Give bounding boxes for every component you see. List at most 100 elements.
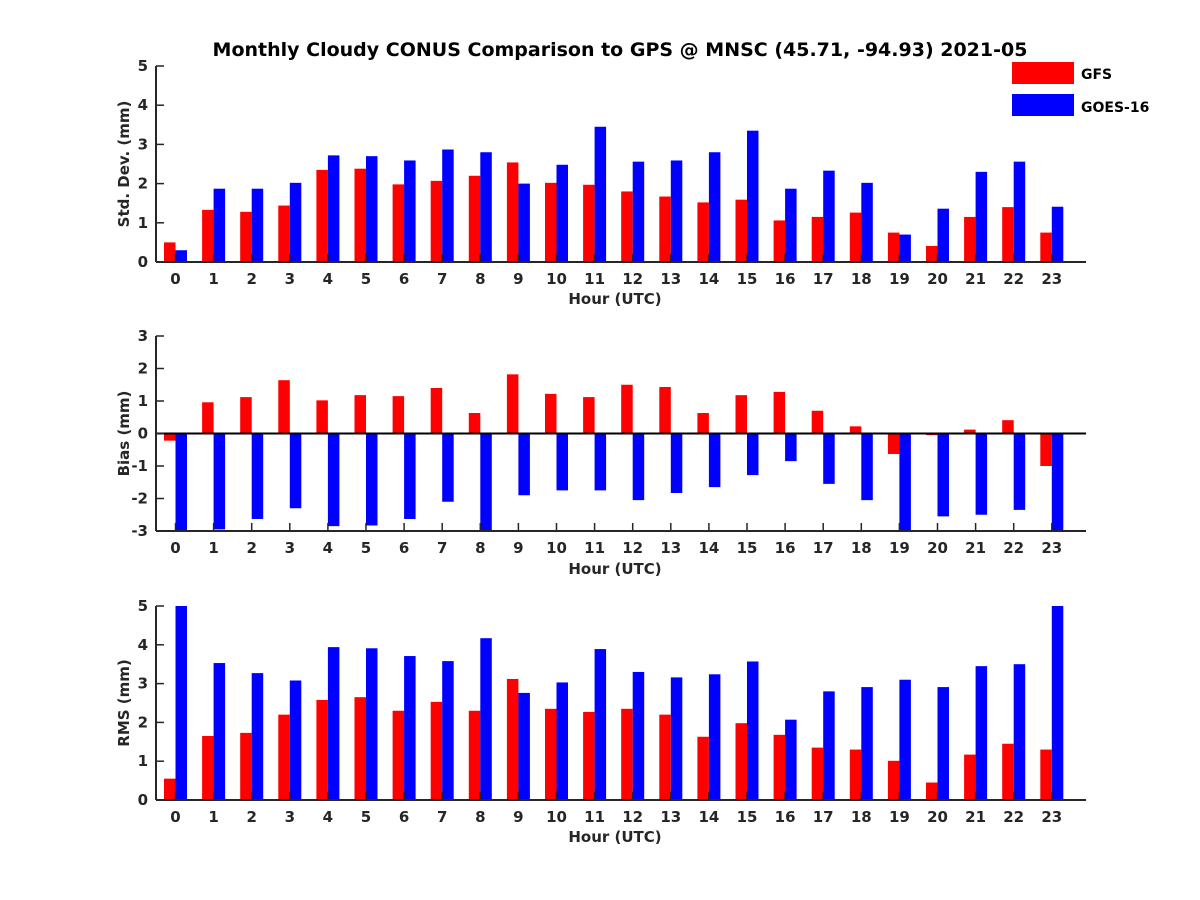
- rms-bar-gfs-h19: [887, 760, 900, 800]
- std-dev-bar-goes16-h21: [975, 171, 988, 262]
- std-dev-bar-goes16-h1: [213, 188, 226, 262]
- rms-ytick-label: 1: [138, 752, 148, 770]
- std-dev-ytick-label: 5: [138, 57, 148, 75]
- std-dev-xtick-label: 21: [965, 270, 986, 288]
- bias-xtick-label: 2: [246, 539, 256, 557]
- rms-ytick-label: 3: [138, 675, 148, 693]
- rms-bar-gfs-h13: [659, 714, 671, 800]
- rms-bar-goes16-h8: [480, 638, 492, 800]
- rms-xtick-label: 22: [1003, 808, 1024, 826]
- bias-bar-gfs-h0: [164, 433, 176, 441]
- std-dev-bar-goes16-h0: [175, 250, 187, 262]
- rms-bar-gfs-h14: [697, 736, 709, 800]
- std-dev-xtick-label: 6: [399, 270, 409, 288]
- legend-swatch-goes16: [1012, 94, 1074, 116]
- bias-xtick-label: 9: [513, 539, 523, 557]
- rms-bar-gfs-h5: [354, 697, 366, 800]
- std-dev-bar-goes16-h18: [861, 182, 873, 262]
- rms-bar-gfs-h23: [1040, 749, 1052, 800]
- bias-xtick-label: 14: [698, 539, 719, 557]
- std-dev-bar-gfs-h22: [1002, 207, 1014, 262]
- rms-bar-gfs-h17: [811, 747, 824, 800]
- rms-ytick-label: 5: [138, 597, 148, 615]
- rms-bar-gfs-h15: [735, 723, 747, 800]
- rms-bar-gfs-h3: [278, 714, 290, 800]
- std-dev-ytick-label: 0: [138, 253, 148, 271]
- rms-bar-goes16-h19: [899, 679, 911, 800]
- bias-bar-gfs-h22: [1002, 420, 1014, 434]
- bias-bar-goes16-h1: [213, 433, 226, 530]
- bias-bar-gfs-h11: [583, 397, 595, 434]
- rms-bar-gfs-h1: [202, 735, 214, 800]
- bias-bar-goes16-h22: [1013, 433, 1026, 510]
- bias-bar-goes16-h4: [327, 433, 340, 527]
- bias-bar-goes16-h9: [518, 433, 530, 496]
- std-dev-bar-gfs-h17: [811, 216, 824, 262]
- rms-bar-gfs-h12: [621, 708, 633, 800]
- rms-ytick-label: 2: [138, 713, 148, 731]
- rms-bar-goes16-h3: [289, 680, 302, 800]
- bias-ylabel: Bias (mm): [115, 391, 133, 477]
- rms-bar-gfs-h18: [849, 749, 862, 800]
- std-dev-xtick-label: 17: [813, 270, 834, 288]
- bias-ytick-label: 1: [138, 392, 148, 410]
- std-dev-bar-gfs-h14: [697, 202, 709, 262]
- bias-bar-goes16-h5: [366, 433, 378, 526]
- bias-bar-gfs-h14: [697, 413, 709, 434]
- std-dev-bar-gfs-h19: [887, 232, 900, 262]
- bias-ytick-label: 3: [138, 327, 148, 345]
- bias-bar-goes16-h11: [594, 433, 607, 491]
- rms-xtick-label: 15: [737, 808, 758, 826]
- std-dev-xtick-label: 0: [170, 270, 180, 288]
- std-dev-bar-gfs-h3: [278, 205, 290, 262]
- std-dev-bar-goes16-h7: [442, 149, 454, 262]
- std-dev-xtick-label: 13: [660, 270, 681, 288]
- bias-bar-goes16-h7: [442, 433, 454, 502]
- std-dev-bar-gfs-h20: [926, 245, 938, 262]
- rms-bar-gfs-h20: [926, 782, 938, 800]
- rms-bar-gfs-h22: [1002, 743, 1014, 800]
- std-dev-bar-goes16-h2: [251, 188, 264, 262]
- std-dev-xtick-label: 2: [246, 270, 256, 288]
- rms-bar-goes16-h9: [518, 692, 530, 800]
- bias-xtick-label: 21: [965, 539, 986, 557]
- rms-ytick-label: 4: [138, 636, 148, 654]
- std-dev-ytick-label: 3: [138, 135, 148, 153]
- std-dev-bar-gfs-h16: [773, 220, 786, 262]
- legend: GFS GOES-16: [1012, 62, 1149, 116]
- rms-bar-gfs-h16: [773, 734, 786, 800]
- std-dev-bar-goes16-h6: [404, 160, 416, 262]
- bias-bar-goes16-h8: [480, 433, 492, 531]
- bias-bar-goes16-h0: [175, 433, 187, 531]
- std-dev-bar-gfs-h7: [430, 180, 443, 262]
- rms-bar-goes16-h13: [670, 677, 683, 800]
- bias-bar-gfs-h23: [1040, 433, 1052, 466]
- std-dev-bar-goes16-h16: [785, 188, 797, 262]
- std-dev-bar-goes16-h20: [937, 208, 949, 262]
- rms-bar-goes16-h2: [251, 673, 264, 800]
- std-dev-bar-goes16-h17: [823, 170, 835, 262]
- std-dev-bar-gfs-h0: [164, 242, 176, 262]
- rms-xtick-label: 6: [399, 808, 409, 826]
- std-dev-xtick-label: 14: [698, 270, 719, 288]
- std-dev-xtick-label: 5: [361, 270, 371, 288]
- rms-xlabel: Hour (UTC): [568, 828, 661, 846]
- rms-xtick-label: 13: [660, 808, 681, 826]
- bias-bar-gfs-h9: [506, 374, 519, 434]
- bias-bar-goes16-h14: [708, 433, 721, 488]
- rms-bar-gfs-h6: [392, 710, 405, 800]
- std-dev-bar-gfs-h2: [240, 211, 252, 262]
- std-dev-xtick-label: 20: [927, 270, 948, 288]
- rms-bar-gfs-h0: [164, 778, 176, 800]
- rms-xtick-label: 7: [437, 808, 447, 826]
- rms-bar-goes16-h21: [975, 666, 988, 800]
- bias-xtick-label: 7: [437, 539, 447, 557]
- std-dev-xtick-label: 7: [437, 270, 447, 288]
- bias-bar-gfs-h10: [545, 393, 557, 434]
- bias-bar-goes16-h18: [861, 433, 873, 501]
- bias-bar-gfs-h19: [887, 433, 900, 454]
- rms-bar-gfs-h7: [430, 701, 443, 800]
- bias-xtick-label: 19: [889, 539, 910, 557]
